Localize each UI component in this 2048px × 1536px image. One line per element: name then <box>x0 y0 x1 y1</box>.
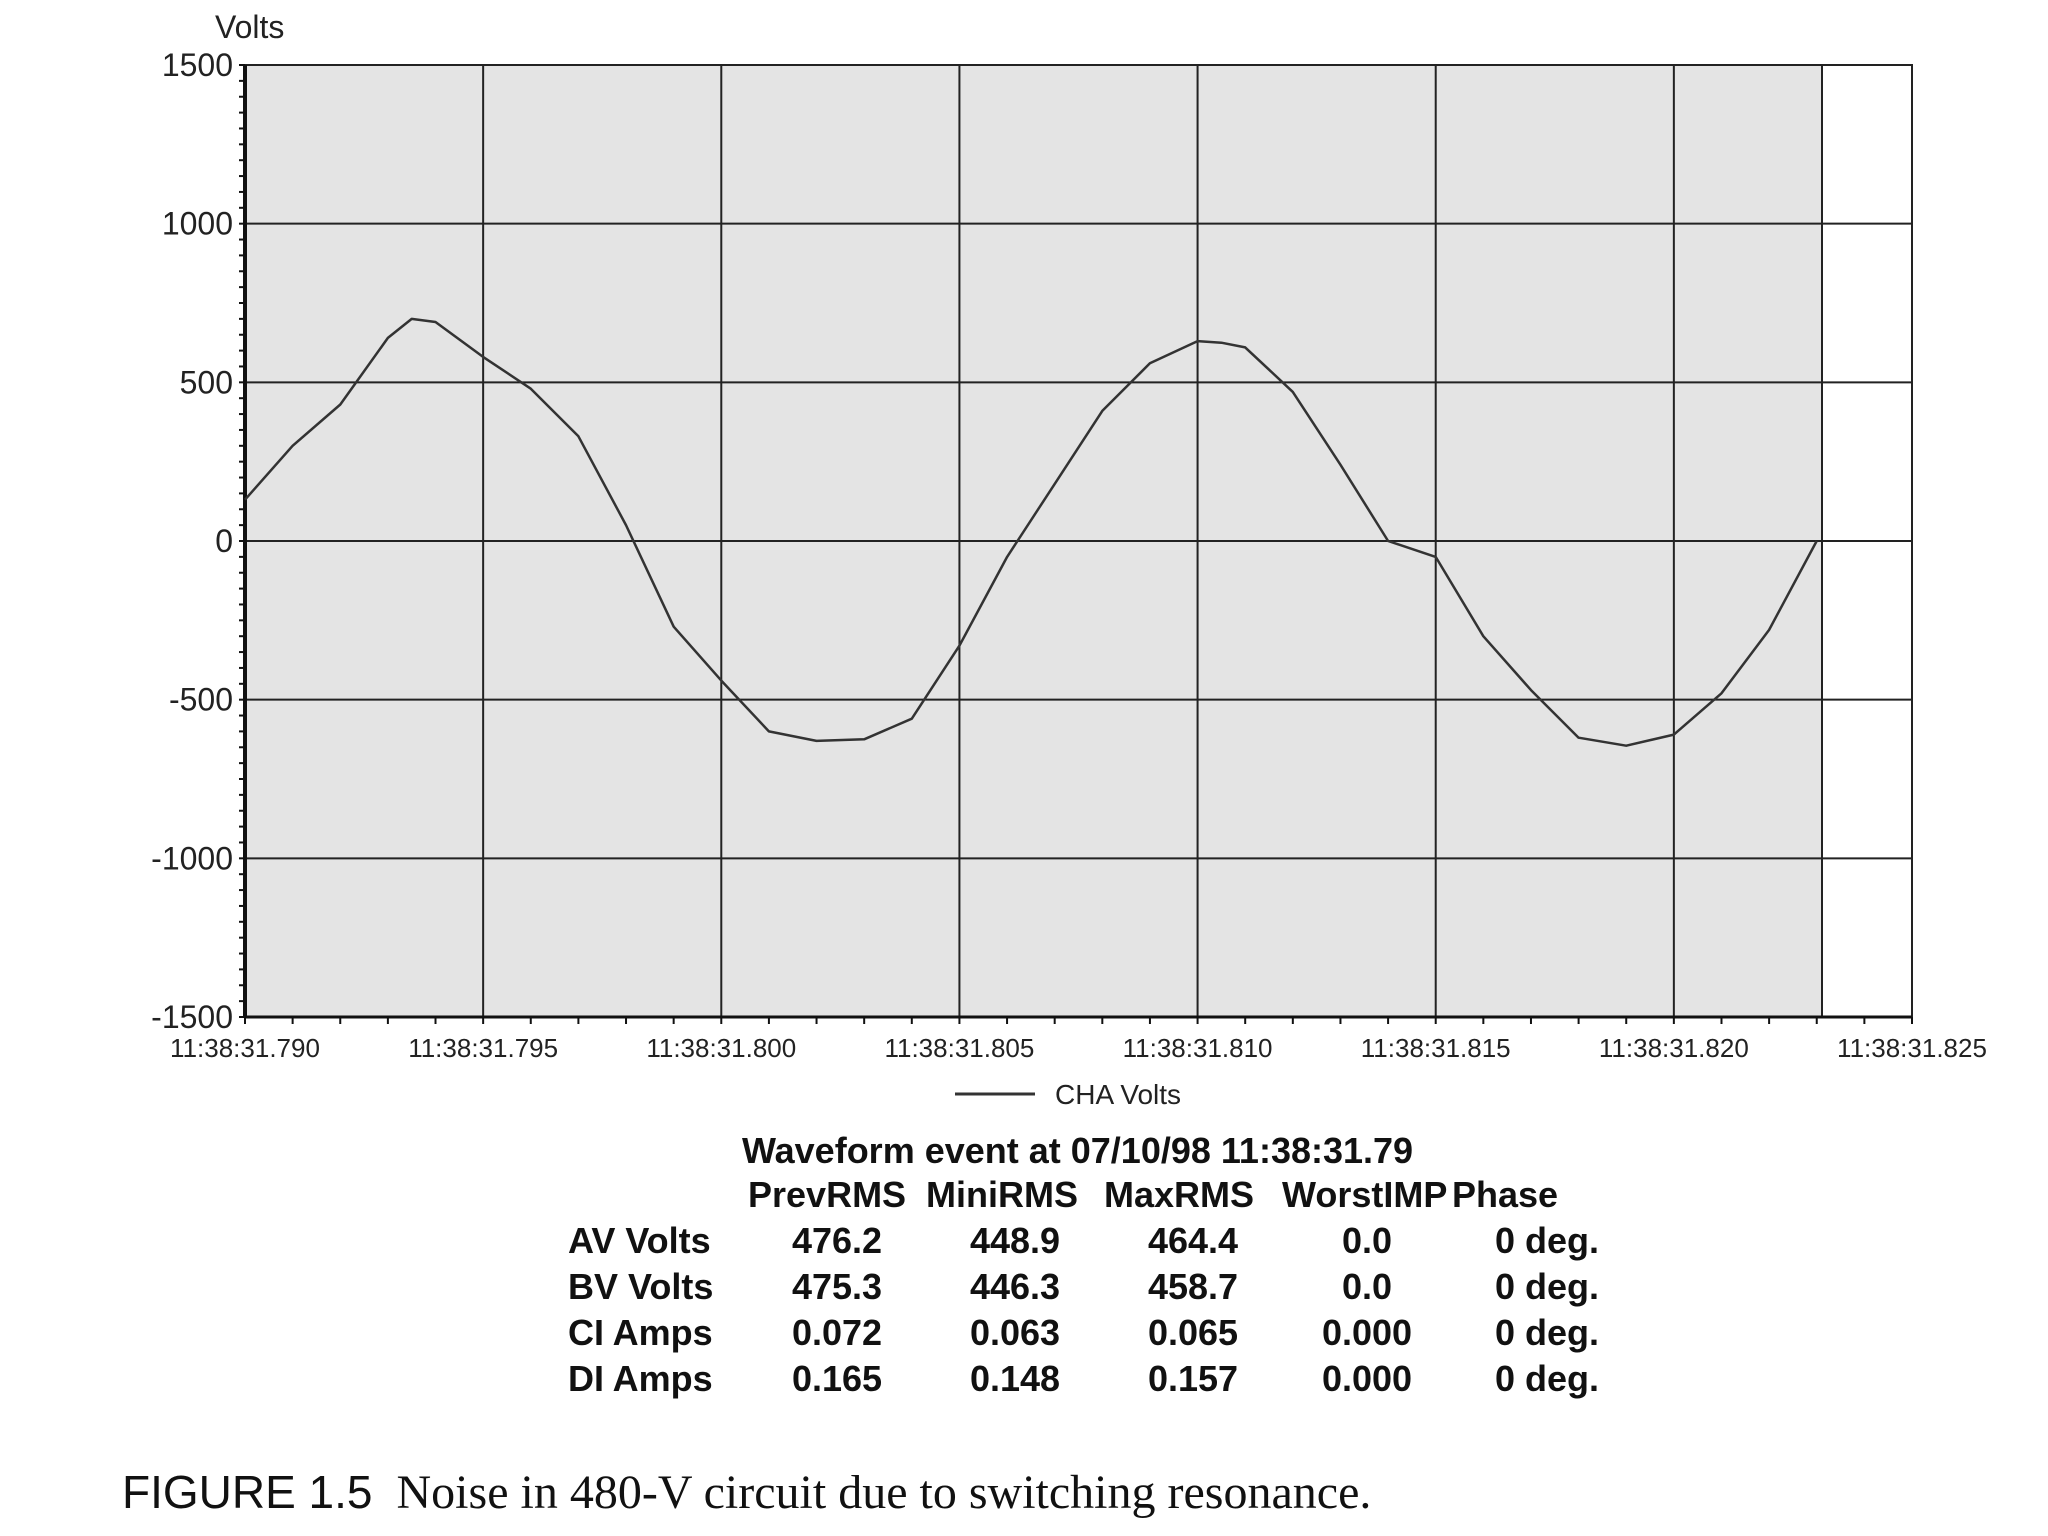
table-header-cell <box>568 1175 748 1221</box>
table-row: AV Volts 476.2 448.9 464.4 0.0 0 deg. <box>568 1221 1642 1267</box>
table-row: BV Volts 475.3 446.3 458.7 0.0 0 deg. <box>568 1267 1642 1313</box>
x-tick-label: 11:38:31.825 <box>1837 1033 1987 1063</box>
table-cell: 448.9 <box>969 1220 1061 1261</box>
table-cell: 0.157 <box>1147 1358 1239 1399</box>
legend: CHA Volts <box>955 1079 1181 1110</box>
y-tick-label: -1000 <box>151 840 233 876</box>
y-tick-label: -1500 <box>151 999 233 1035</box>
table-cell: 0.165 <box>791 1358 883 1399</box>
table-row: CI Amps 0.072 0.063 0.065 0.000 0 deg. <box>568 1313 1642 1359</box>
legend-label: CHA Volts <box>1055 1079 1181 1110</box>
table-cell: 446.3 <box>969 1266 1061 1307</box>
row-label: DI Amps <box>568 1358 713 1399</box>
y-tick-label: 1000 <box>162 206 233 242</box>
table-cell: 464.4 <box>1147 1220 1239 1261</box>
table-cell: 475.3 <box>791 1266 883 1307</box>
table-cell: 0 deg. <box>1494 1312 1600 1353</box>
table-row: DI Amps 0.165 0.148 0.157 0.000 0 deg. <box>568 1359 1642 1405</box>
x-tick-label: 11:38:31.790 <box>170 1033 320 1063</box>
figure-label: FIGURE 1.5 <box>122 1466 373 1518</box>
table-cell: 0.0 <box>1341 1266 1393 1307</box>
series-line-layer <box>244 317 1818 747</box>
y-tick-label: 0 <box>215 523 233 559</box>
x-tick-label: 11:38:31.795 <box>408 1033 558 1063</box>
table-cell: 0 deg. <box>1494 1358 1600 1399</box>
table-cell: 0.000 <box>1321 1312 1413 1353</box>
y-tick-label: 1500 <box>162 47 233 83</box>
table-cell: 0.065 <box>1147 1312 1239 1353</box>
table-cell: 0.063 <box>969 1312 1061 1353</box>
y-tick-label: -500 <box>169 682 233 718</box>
table-cell: 0 deg. <box>1494 1266 1600 1307</box>
table-header-row: PrevRMS MiniRMS MaxRMS WorstIMP Phase <box>568 1175 1642 1221</box>
series-line-cha-volts <box>244 317 1818 747</box>
x-tick-label: 11:38:31.810 <box>1123 1033 1273 1063</box>
x-tick-label: 11:38:31.805 <box>884 1033 1034 1063</box>
table-cell: 0.0 <box>1341 1220 1393 1261</box>
event-table: PrevRMS MiniRMS MaxRMS WorstIMP Phase AV… <box>568 1175 1642 1405</box>
row-label: CI Amps <box>568 1312 713 1353</box>
y-tick-label: 500 <box>180 364 233 400</box>
x-tick-label: 11:38:31.800 <box>646 1033 796 1063</box>
table-cell: 0.072 <box>791 1312 883 1353</box>
event-title: Waveform event at 07/10/98 11:38:31.79 <box>742 1130 1414 1171</box>
table-header-cell: MaxRMS <box>1104 1174 1255 1215</box>
table-cell: 0.148 <box>969 1358 1061 1399</box>
table-header-cell: Phase <box>1452 1174 1559 1215</box>
x-tick-label: 11:38:31.820 <box>1599 1033 1749 1063</box>
table-header-cell: MiniRMS <box>926 1174 1078 1215</box>
table-header-cell: WorstIMP <box>1282 1174 1448 1215</box>
table-header-cell: PrevRMS <box>748 1174 907 1215</box>
y-axis-label: Volts <box>215 9 284 45</box>
table-cell: 476.2 <box>791 1220 883 1261</box>
x-tick-label: 11:38:31.815 <box>1361 1033 1511 1063</box>
table-cell: 0.000 <box>1321 1358 1413 1399</box>
figure-caption-text: Noise in 480-V circuit due to switching … <box>396 1466 1372 1519</box>
table-cell: 458.7 <box>1147 1266 1239 1307</box>
row-label: BV Volts <box>568 1266 714 1307</box>
table-cell: 0 deg. <box>1494 1220 1600 1261</box>
row-label: AV Volts <box>568 1220 711 1261</box>
figure-caption: FIGURE 1.5 Noise in 480-V circuit due to… <box>122 1465 1922 1520</box>
